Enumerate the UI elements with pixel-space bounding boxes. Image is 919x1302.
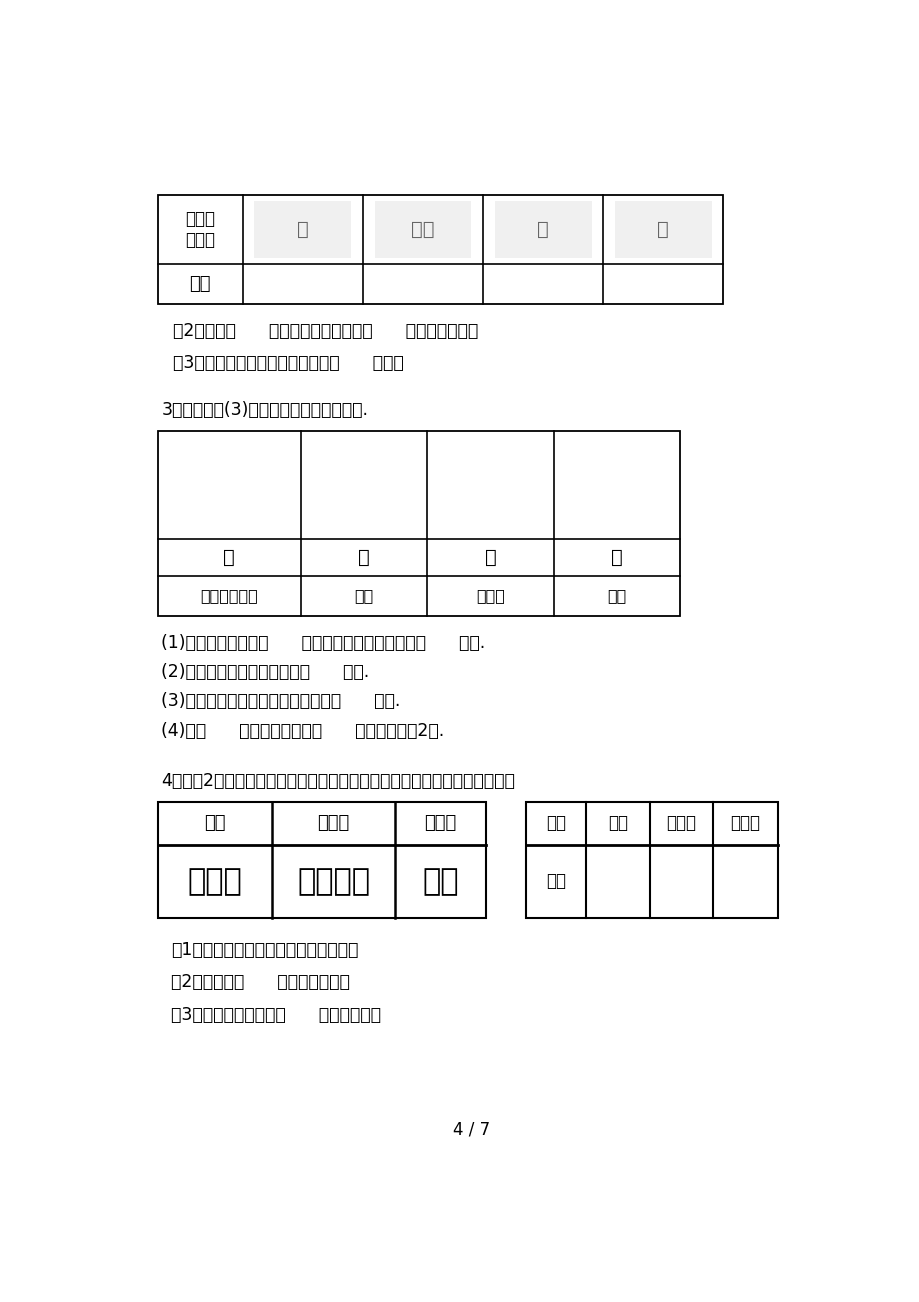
Text: 马莉莉: 马莉莉 xyxy=(730,815,760,832)
Text: 夏: 夏 xyxy=(357,548,369,566)
Text: 票数: 票数 xyxy=(545,872,565,891)
Text: 正卜: 正卜 xyxy=(607,589,626,603)
Text: （3）喜欢小猴的比喜欢小狗的多（      ）人。: （3）喜欢小猴的比喜欢小狗的多（ ）人。 xyxy=(173,354,403,372)
Text: 熊猫: 熊猫 xyxy=(411,220,435,238)
Text: 于东: 于东 xyxy=(607,815,628,832)
Text: 4 / 7: 4 / 7 xyxy=(452,1121,490,1138)
Text: 正正博: 正正博 xyxy=(187,867,242,896)
Text: 猫: 猫 xyxy=(297,220,309,238)
Text: 姓名: 姓名 xyxy=(545,815,565,832)
Text: （3）根据统计结果，（      ）当选班长。: （3）根据统计结果，（ ）当选班长。 xyxy=(171,1005,380,1023)
Bar xyxy=(157,195,722,305)
Text: 马莉莉: 马莉莉 xyxy=(424,815,456,832)
Bar xyxy=(255,201,351,258)
Text: 3、下面是二(3)班同学出生季节统计情况.: 3、下面是二(3)班同学出生季节统计情况. xyxy=(162,401,369,418)
Bar xyxy=(525,802,777,918)
Text: 正正正正: 正正正正 xyxy=(297,867,369,896)
Bar xyxy=(157,802,486,918)
Text: 人数: 人数 xyxy=(189,275,210,293)
Bar xyxy=(494,201,591,258)
Bar xyxy=(374,201,471,258)
Text: 王小天: 王小天 xyxy=(665,815,696,832)
Bar xyxy=(157,431,679,616)
Text: (2)在春季和冬季出生的共有（      ）人.: (2)在春季和冬季出生的共有（ ）人. xyxy=(162,663,369,681)
Text: 4、二（2）班竞选班长，三位候选人的得票情况如下。（每人只能投一票）: 4、二（2）班竞选班长，三位候选人的得票情况如下。（每人只能投一票） xyxy=(162,772,515,790)
Text: (1)在秋季出生的有（      ）人，比在春季出生的少（      ）人.: (1)在秋季出生的有（ ）人，比在春季出生的少（ ）人. xyxy=(162,634,485,652)
Text: (3)在秋季出生的比在冬季出生的多（      ）人.: (3)在秋季出生的比在冬季出生的多（ ）人. xyxy=(162,693,401,711)
Text: 于东: 于东 xyxy=(204,815,225,832)
Text: 正博: 正博 xyxy=(422,867,459,896)
Bar xyxy=(614,201,711,258)
Text: 正正正正正卜: 正正正正正卜 xyxy=(200,589,258,603)
Text: 王小天: 王小天 xyxy=(317,815,349,832)
Text: 正正卜: 正正卜 xyxy=(475,589,505,603)
Text: 最喜欢
的动物: 最喜欢 的动物 xyxy=(185,210,215,249)
Text: (4)在（      ）季出生的比在（      ）季出生的多2人.: (4)在（ ）季出生的比在（ ）季出生的多2人. xyxy=(162,721,444,740)
Text: （1）请把投票结果填入上面的统计表。: （1）请把投票结果填入上面的统计表。 xyxy=(171,941,357,960)
Text: 春: 春 xyxy=(223,548,235,566)
Text: 秋: 秋 xyxy=(484,548,496,566)
Text: 狗: 狗 xyxy=(657,220,668,238)
Text: （2）喜欢（      ）的人数最多，喜欢（      ）的人数最少。: （2）喜欢（ ）的人数最多，喜欢（ ）的人数最少。 xyxy=(173,322,478,340)
Text: 冬: 冬 xyxy=(610,548,622,566)
Text: 正正: 正正 xyxy=(354,589,373,603)
Text: 猴: 猴 xyxy=(537,220,549,238)
Text: （2）一共有（      ）人参加投票。: （2）一共有（ ）人参加投票。 xyxy=(171,974,349,991)
